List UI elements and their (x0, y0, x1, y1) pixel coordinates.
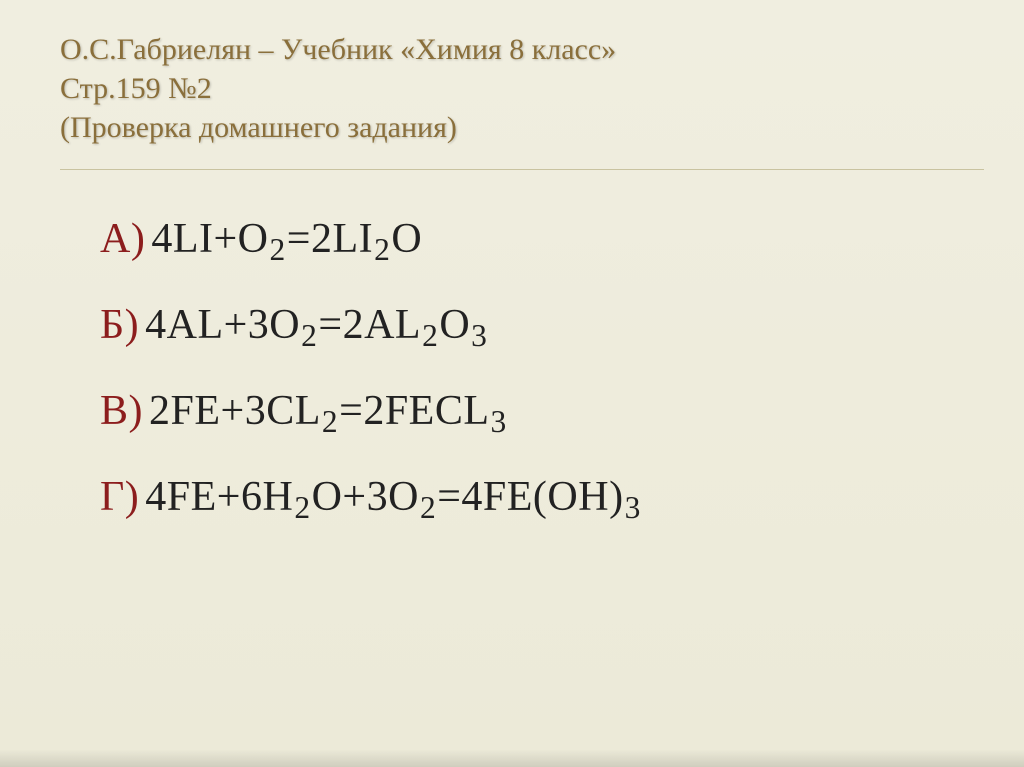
equation-label: В) (100, 387, 143, 435)
equation-label: Б) (100, 301, 139, 349)
equation-label: Г) (100, 473, 139, 521)
slide: О.С.Габриелян – Учебник «Химия 8 класс» … (0, 0, 1024, 767)
equation-body: 4LI+O2=2LI2O (151, 215, 422, 263)
title-line-3: (Проверка домашнего задания) (60, 108, 984, 147)
equation-body: 4FE+6H2O+3O2=4FE(OH)3 (145, 473, 642, 521)
content-block: А) 4LI+O2=2LI2O Б) 4AL+3O2=2AL2O3 В) 2FE… (60, 215, 984, 521)
equation-label: А) (100, 215, 145, 263)
equation-row: А) 4LI+O2=2LI2O (100, 215, 984, 263)
equation-body: 2FE+3CL2=2FECL3 (149, 387, 508, 435)
equation-row: В) 2FE+3CL2=2FECL3 (100, 387, 984, 435)
equation-row: Г) 4FE+6H2O+3O2=4FE(OH)3 (100, 473, 984, 521)
equation-body: 4AL+3O2=2AL2O3 (145, 301, 488, 349)
title-line-2: Стр.159 №2 (60, 69, 984, 108)
title-line-1: О.С.Габриелян – Учебник «Химия 8 класс» (60, 30, 984, 69)
equation-row: Б) 4AL+3O2=2AL2O3 (100, 301, 984, 349)
slide-title: О.С.Габриелян – Учебник «Химия 8 класс» … (60, 30, 984, 170)
slide-bottom-shadow (0, 749, 1024, 767)
